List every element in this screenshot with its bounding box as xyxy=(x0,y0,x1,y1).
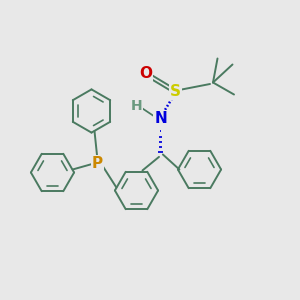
Text: O: O xyxy=(139,66,152,81)
Text: N: N xyxy=(154,111,167,126)
Text: S: S xyxy=(170,84,181,99)
Text: P: P xyxy=(92,156,103,171)
Text: H: H xyxy=(131,100,142,113)
